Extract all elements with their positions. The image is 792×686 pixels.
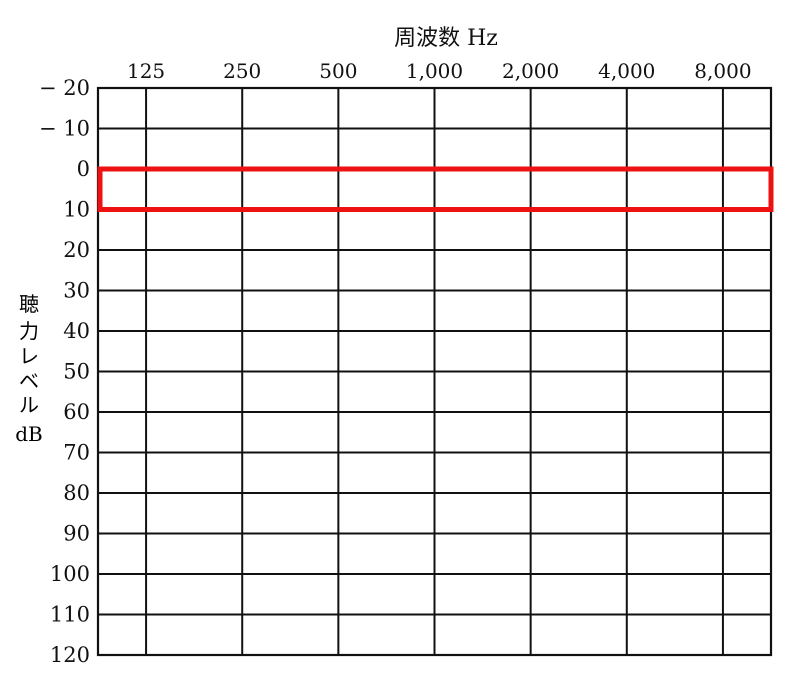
hearing-level-tick-label: − 20 bbox=[39, 76, 90, 100]
hearing-level-tick-labels: − 20 − 10 0 10 20 30 40 50 60 70 80 90 100 110 120 bbox=[39, 76, 90, 667]
frequency-tick-labels: 125 250 500 1,000 2,000 4,000 8,000 bbox=[127, 59, 752, 83]
hearing-level-tick-label: 20 bbox=[63, 238, 90, 262]
hearing-level-tick-label: 60 bbox=[63, 400, 90, 424]
highlight-rectangle bbox=[97, 166, 774, 212]
hearing-level-tick-label: 50 bbox=[63, 360, 90, 384]
frequency-tick-label: 2,000 bbox=[502, 59, 559, 83]
chart-title: 周波数 Hz bbox=[394, 26, 498, 51]
y-axis-label-part: 力 bbox=[19, 319, 39, 343]
hearing-level-tick-label: 120 bbox=[50, 643, 90, 667]
hearing-level-tick-label: 40 bbox=[63, 319, 90, 343]
highlight-band bbox=[97, 166, 774, 212]
frequency-tick-label: 4,000 bbox=[598, 59, 655, 83]
frequency-tick-label: 500 bbox=[319, 59, 357, 83]
hearing-level-tick-label: 80 bbox=[63, 481, 90, 505]
y-axis-label-part: dB bbox=[15, 422, 43, 446]
hearing-level-tick-label: 100 bbox=[50, 562, 90, 586]
hearing-level-tick-label: 30 bbox=[63, 279, 90, 303]
y-axis-label-part: 聴 bbox=[19, 292, 39, 316]
frequency-tick-label: 250 bbox=[223, 59, 261, 83]
hearing-level-tick-label: − 10 bbox=[39, 117, 90, 141]
audiogram-grid bbox=[96, 86, 773, 657]
frequency-tick-label: 125 bbox=[127, 59, 165, 83]
hearing-level-tick-label: 110 bbox=[50, 603, 90, 627]
frequency-tick-label: 8,000 bbox=[694, 59, 751, 83]
y-axis-label-part: ベ bbox=[19, 369, 39, 393]
hearing-level-tick-label: 90 bbox=[63, 522, 90, 546]
hearing-level-tick-label: 70 bbox=[63, 441, 90, 465]
y-axis-label-part: レ bbox=[19, 344, 39, 368]
hearing-level-tick-label: 10 bbox=[63, 198, 90, 222]
hearing-level-tick-label: 0 bbox=[77, 157, 90, 181]
frequency-tick-label: 1,000 bbox=[406, 59, 463, 83]
y-axis-label-part: ル bbox=[19, 393, 39, 417]
